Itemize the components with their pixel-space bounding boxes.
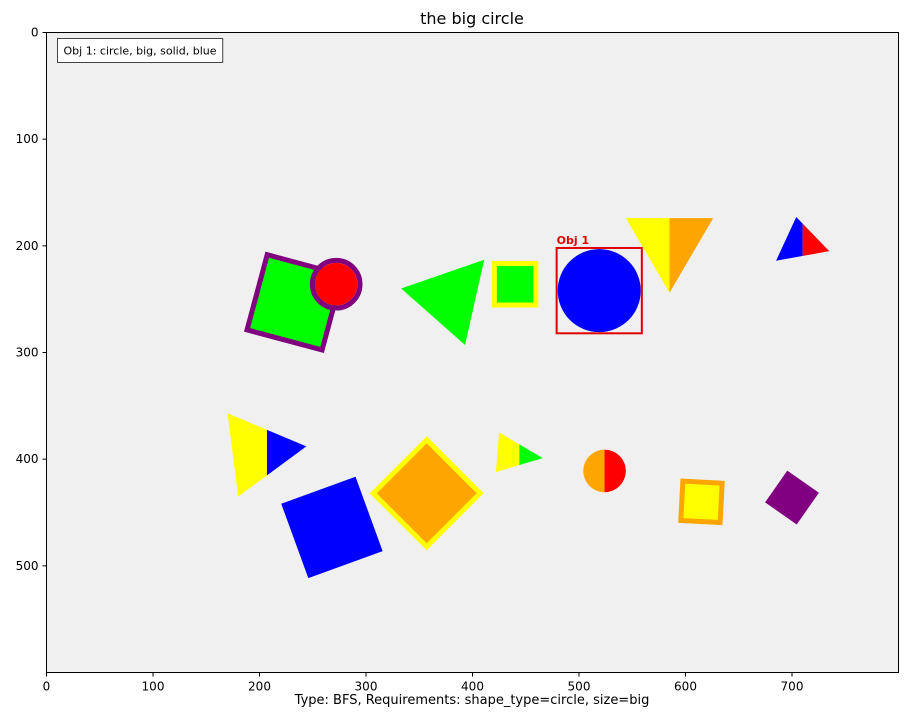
y-tick-label: 500 bbox=[16, 559, 39, 573]
legend: Obj 1: circle, big, solid, blue bbox=[57, 38, 224, 63]
highlight-label: Obj 1 bbox=[557, 234, 589, 247]
circle-half-left bbox=[583, 449, 605, 493]
triangle-half-right bbox=[802, 223, 830, 256]
y-tick-label: 300 bbox=[16, 346, 39, 360]
y-tick-label: 200 bbox=[16, 239, 39, 253]
caption: Type: BFS, Requirements: shape_type=circ… bbox=[294, 693, 650, 708]
x-tick-label: 200 bbox=[248, 680, 271, 694]
y-axis: 0 100 200 300 400 500 bbox=[16, 26, 47, 573]
square-fill bbox=[281, 476, 383, 579]
plot-area bbox=[46, 32, 899, 673]
square-shape bbox=[369, 436, 484, 551]
square-fill bbox=[376, 443, 477, 544]
triangle-half-right bbox=[669, 218, 714, 293]
x-tick-label: 400 bbox=[461, 680, 484, 694]
y-tick-label: 400 bbox=[16, 452, 39, 466]
x-tick-label: 600 bbox=[674, 680, 697, 694]
circle-shape bbox=[314, 262, 358, 306]
circle-half-right bbox=[604, 449, 626, 493]
x-tick-label: 0 bbox=[43, 680, 51, 694]
triangle-half-right bbox=[266, 429, 307, 476]
triangle-half-left bbox=[495, 432, 520, 472]
square-shape bbox=[491, 260, 539, 308]
triangle-half-left bbox=[625, 218, 670, 293]
y-tick-label: 0 bbox=[31, 26, 39, 40]
highlight-box bbox=[555, 246, 643, 335]
legend-text: Obj 1: circle, big, solid, blue bbox=[64, 45, 217, 58]
x-tick-label: 500 bbox=[568, 680, 591, 694]
triangle-shape bbox=[401, 259, 485, 346]
square-fill bbox=[496, 265, 534, 303]
circle-shape bbox=[557, 249, 641, 333]
shape-outline bbox=[309, 257, 363, 311]
x-tick-label: 100 bbox=[142, 680, 165, 694]
highlight-layer: Obj 1 bbox=[555, 234, 643, 335]
legend-box bbox=[57, 38, 224, 63]
square-fill bbox=[683, 483, 720, 520]
x-axis: 0 100 200 300 400 500 600 700 bbox=[43, 672, 804, 694]
triangle-half-left bbox=[227, 413, 267, 497]
triangle-half-left bbox=[776, 217, 803, 261]
shape-layer bbox=[227, 217, 830, 579]
triangle-half-right bbox=[519, 444, 543, 466]
x-tick-label: 700 bbox=[781, 680, 804, 694]
y-tick-label: 100 bbox=[16, 132, 39, 146]
square-shape bbox=[281, 476, 383, 579]
chart-title: the big circle bbox=[420, 9, 524, 28]
x-tick-label: 300 bbox=[355, 680, 378, 694]
square-shape bbox=[765, 470, 819, 525]
square-shape bbox=[678, 478, 725, 526]
square-fill bbox=[765, 470, 819, 525]
